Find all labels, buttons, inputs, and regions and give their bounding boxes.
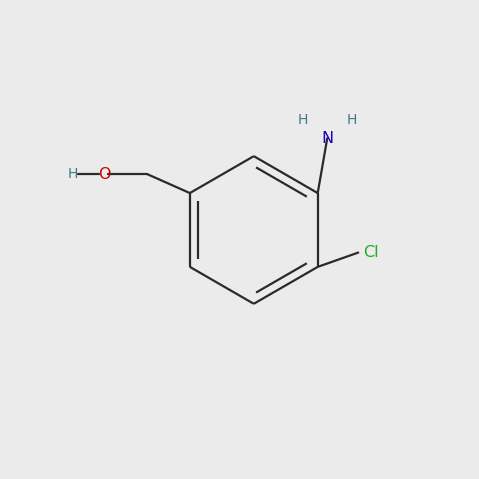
Text: H: H <box>297 113 308 127</box>
Text: Cl: Cl <box>363 245 378 260</box>
Text: H: H <box>68 167 79 181</box>
Text: O: O <box>98 167 110 182</box>
Text: H: H <box>347 113 357 127</box>
Text: N: N <box>321 131 333 146</box>
